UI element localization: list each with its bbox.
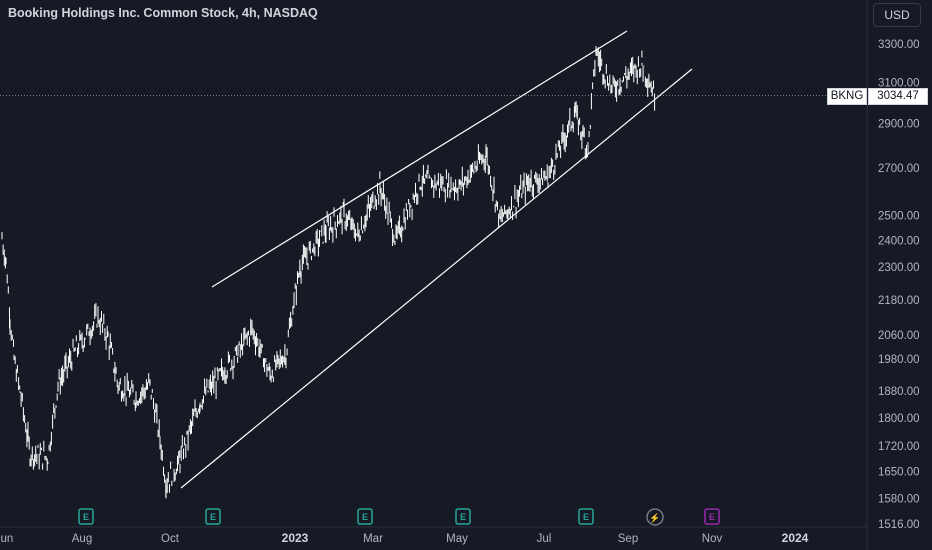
time-axis[interactable]: Jun Aug Oct 2023 Mar May Jul Sep Nov 2024 [0,531,809,545]
dividend-icon: ⚡ [649,512,660,524]
price-axis-label: 1516.00 [878,519,920,531]
time-axis-label: Mar [363,533,383,545]
earnings-label: E [460,512,466,522]
dividend-badge[interactable] [646,508,664,526]
candle-series [1,46,656,499]
time-axis-label: Sep [618,533,638,545]
time-axis-label: 2024 [782,531,809,545]
price-axis-label: 2500.00 [878,210,920,222]
price-axis-label: 1880.00 [878,386,920,398]
earnings-badge[interactable] [205,508,221,525]
earnings-badge[interactable] [578,508,594,525]
price-axis-label: 1800.00 [878,413,920,425]
price-axis[interactable]: 3300.00 3100.00 2900.00 2700.00 2500.00 2400.… [878,39,920,531]
currency-button[interactable]: USD [873,3,921,27]
time-axis-label: 2023 [282,531,309,545]
price-axis-label: 2300.00 [878,262,920,274]
lower-channel-line[interactable] [180,68,693,489]
earnings-label: E [210,512,216,522]
upcoming-earnings-badge[interactable] [704,508,720,525]
earnings-label: E [583,512,589,522]
time-axis-label: May [446,533,468,545]
earnings-label: E [83,512,89,522]
earnings-label: E [362,512,368,522]
price-axis-label: 1650.00 [878,467,920,479]
time-axis-label: Oct [161,533,180,545]
price-axis-label: 1980.00 [878,354,920,366]
time-axis-label: Aug [72,533,92,545]
earnings-label: E [709,512,715,522]
price-axis-label: 1580.00 [878,493,920,505]
last-price-value-tag: 3034.47 [868,88,928,105]
channel-trendlines[interactable] [180,30,693,489]
price-axis-label: 2060.00 [878,330,920,342]
upper-channel-line[interactable] [211,30,628,288]
time-axis-label: Jul [537,533,552,545]
earnings-badge[interactable] [78,508,94,525]
time-axis-label: Nov [702,533,723,545]
price-axis-label: 1720.00 [878,441,920,453]
price-axis-label: 2400.00 [878,236,920,248]
earnings-badge[interactable] [455,508,471,525]
chart-title: Booking Holdings Inc. Common Stock, 4h, … [8,6,318,20]
event-badges: E E E E E ⚡ E [78,508,720,526]
price-axis-label: 2180.00 [878,295,920,307]
earnings-badge[interactable] [357,508,373,525]
price-axis-label: 3100.00 [878,78,920,90]
price-axis-label: 2700.00 [878,163,920,175]
last-price-symbol-tag: BKNG [827,88,867,105]
price-axis-label: 2900.00 [878,119,920,131]
time-axis-label: Jun [0,533,13,545]
price-axis-label: 3300.00 [878,39,920,51]
